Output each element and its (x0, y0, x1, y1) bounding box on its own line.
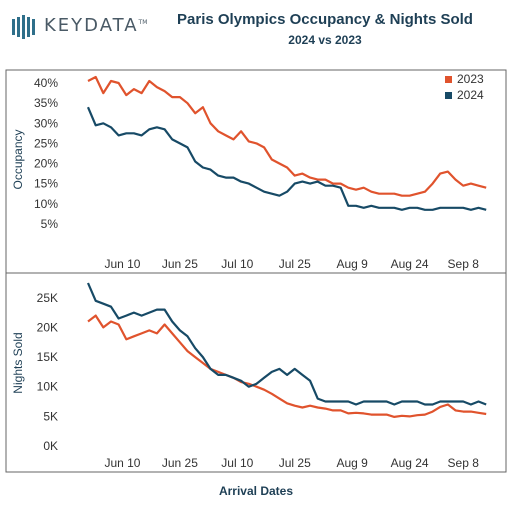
y-tick-label: 20% (34, 157, 58, 171)
y-tick-label: 25K (37, 291, 58, 305)
chart-subtitle: 2024 vs 2023 (288, 33, 362, 47)
keydata-bars-icon (12, 15, 35, 39)
y-tick-label: 30% (34, 116, 58, 130)
x-tick-label: Jun 10 (104, 257, 140, 271)
x-tick-label: Jul 10 (221, 456, 253, 470)
x-axis-label: Arrival Dates (218, 484, 294, 498)
x-tick-label: Jul 25 (279, 456, 311, 470)
y-tick-label: 15K (37, 350, 58, 364)
x-tick-label: Aug 24 (391, 456, 429, 470)
chart-title: Paris Olympics Occupancy & Nights Sold (177, 11, 473, 28)
y-axis-label: Occupancy (11, 129, 25, 189)
legend-label-2023: 2023 (457, 72, 484, 86)
y-tick-label: 15% (34, 177, 58, 191)
y-tick-label: 10% (34, 197, 58, 211)
logo-text: KEYDATATM (44, 15, 148, 36)
trademark-mark: TM (138, 19, 148, 26)
legend-swatch-2024 (445, 92, 452, 99)
series-line-2024 (86, 106, 487, 211)
legend-label-2024: 2024 (457, 88, 484, 102)
x-tick-label: Jun 25 (162, 257, 198, 271)
x-tick-label: Jun 10 (104, 456, 140, 470)
y-tick-label: 35% (34, 96, 58, 110)
x-tick-label: Jul 10 (221, 257, 253, 271)
x-tick-label: Jul 25 (279, 257, 311, 271)
y-tick-label: 40% (34, 76, 58, 90)
x-tick-label: Aug 9 (336, 456, 368, 470)
header: KEYDATATM Paris Olympics Occupancy & Nig… (0, 0, 512, 62)
y-tick-label: 20K (37, 320, 58, 334)
y-tick-label: 5K (43, 409, 58, 423)
x-tick-label: Sep 8 (448, 257, 480, 271)
y-axis-label: Nights Sold (11, 332, 25, 393)
panel-frame (5, 69, 507, 274)
series-line-2023 (87, 314, 487, 418)
series-line-2023 (87, 75, 487, 197)
y-tick-label: 0K (43, 439, 58, 453)
x-tick-label: Jun 25 (162, 456, 198, 470)
series-line-2024 (86, 282, 487, 406)
x-tick-label: Aug 24 (391, 257, 429, 271)
x-tick-label: Sep 8 (448, 456, 480, 470)
y-tick-label: 25% (34, 136, 58, 150)
y-tick-label: 5% (41, 217, 59, 231)
legend-swatch-2023 (445, 76, 452, 83)
y-tick-label: 10K (37, 380, 58, 394)
panel-frame (5, 272, 507, 473)
x-tick-label: Aug 9 (336, 257, 368, 271)
